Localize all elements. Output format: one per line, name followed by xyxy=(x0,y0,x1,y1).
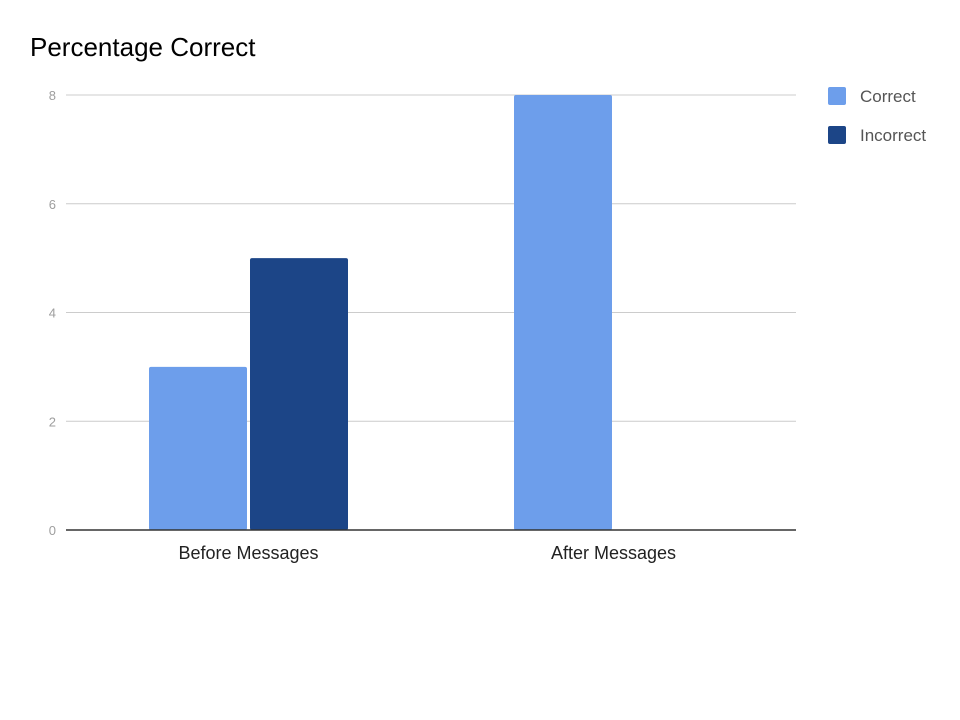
y-tick-label: 4 xyxy=(49,306,56,321)
legend-swatch-incorrect xyxy=(828,126,846,144)
legend-label-correct: Correct xyxy=(860,87,916,106)
x-axis-categories: Before Messages After Messages xyxy=(178,543,676,563)
bar-correct-1 xyxy=(149,366,247,530)
grid-lines xyxy=(66,94,796,422)
x-category-label: Before Messages xyxy=(178,543,318,563)
legend: Correct Incorrect xyxy=(828,87,926,145)
legend-label-incorrect: Incorrect xyxy=(860,126,926,145)
legend-swatch-correct xyxy=(828,87,846,105)
bar-incorrect-1 xyxy=(250,258,348,530)
chart-title: Percentage Correct xyxy=(30,32,256,62)
y-tick-label: 0 xyxy=(49,523,56,538)
x-category-label: After Messages xyxy=(551,543,676,563)
y-tick-label: 8 xyxy=(49,88,56,103)
bar-correct-2 xyxy=(514,95,612,530)
bars xyxy=(149,95,612,530)
y-tick-label: 6 xyxy=(49,197,56,212)
y-axis-ticks: 0 2 4 6 8 xyxy=(49,88,56,538)
y-tick-label: 2 xyxy=(49,414,56,429)
